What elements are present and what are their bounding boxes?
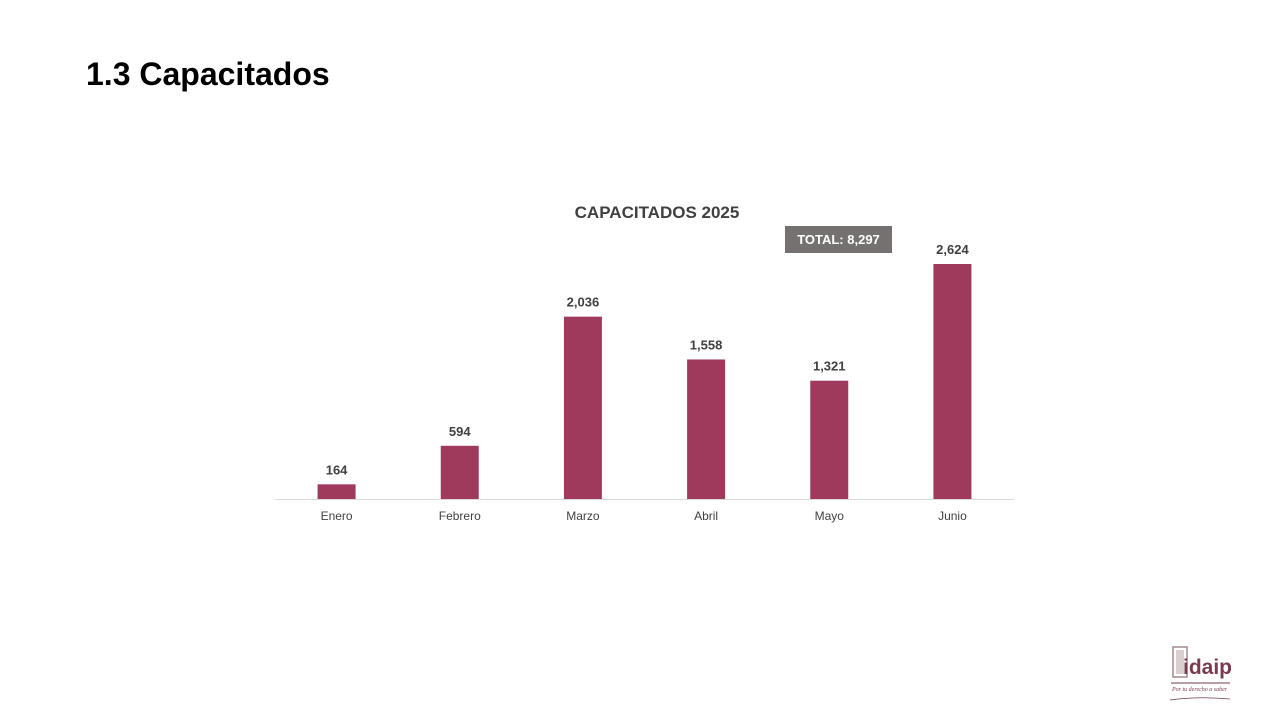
bar-junio xyxy=(933,264,972,499)
bar-marzo xyxy=(563,316,602,499)
logo-door-icon xyxy=(1169,646,1231,701)
data-label: 164 xyxy=(326,462,348,477)
page-title: 1.3 Capacitados xyxy=(86,56,330,92)
x-tick-label: Abril xyxy=(694,509,718,523)
logo-tagline: Por tu derecho a saber xyxy=(1172,687,1228,693)
chart-title: CAPACITADOS 2025 xyxy=(574,203,740,222)
x-tick-label: Febrero xyxy=(439,509,481,523)
bar-mayo xyxy=(810,380,849,499)
x-tick-label: Mayo xyxy=(815,509,845,523)
bar-enero xyxy=(317,484,356,499)
logo-text: idaip xyxy=(1183,656,1233,679)
bar-abril xyxy=(687,359,726,499)
idaip-logo: idaip Por tu derecho a saber xyxy=(1168,644,1234,704)
x-tick-label: Junio xyxy=(938,509,967,523)
data-label: 1,321 xyxy=(813,359,846,374)
data-label: 2,624 xyxy=(936,242,969,257)
data-label: 2,036 xyxy=(567,295,600,310)
x-tick-label: Enero xyxy=(321,509,353,523)
data-label: 594 xyxy=(449,424,471,439)
x-tick-label: Marzo xyxy=(566,509,600,523)
bar-febrero xyxy=(440,445,479,499)
data-label: 1,558 xyxy=(690,337,723,352)
total-badge: TOTAL: 8,297 xyxy=(785,226,892,253)
